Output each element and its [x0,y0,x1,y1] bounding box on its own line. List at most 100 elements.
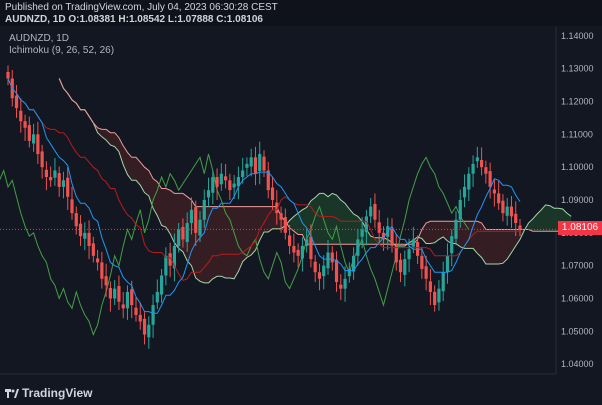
candle-body [343,278,347,289]
tradingview-brand: TradingView [22,386,93,400]
open-value: O:1.08381 [68,14,116,25]
candle-body [185,222,189,243]
candle-body [330,252,334,263]
candle-body [509,206,514,217]
candle-body [211,177,215,193]
last-price-label: 1.08106 [558,221,602,235]
candle-body [142,318,147,335]
senkou-span-b-line [58,78,572,245]
candle-body [381,232,386,240]
y-tick-label: 1.04000 [561,359,594,369]
candle-body [403,259,407,275]
x-tick-label: Nov [27,380,44,381]
kumo-cloud-bearish [417,221,525,265]
candle-body [266,170,270,191]
candle-body [424,266,428,279]
candle-body [6,71,10,79]
candle-body [275,202,279,214]
candle-body [373,203,377,220]
candle-body [104,276,108,286]
candle-body [249,157,253,167]
header-bar: Published on TradingView.com, July 04, 2… [0,0,602,26]
candle-body [228,180,232,191]
candle-body [245,163,249,168]
kijun-sen-line [7,78,520,282]
footer-bar: TradingView [0,381,602,405]
candle-body [398,259,403,273]
candle-body [437,288,441,303]
candle-body [492,189,496,194]
candle-body [61,180,66,187]
candle-body [189,209,194,223]
candle-body [497,193,501,204]
candle-body [262,156,266,171]
candle-body [151,305,155,325]
candle-body [66,177,70,197]
y-tick-label: 1.14000 [561,31,594,41]
candle-body [360,229,364,237]
candle-body [70,199,74,214]
price-chart[interactable]: 1.040001.050001.060001.070001.080001.090… [0,26,602,381]
candle-body [27,125,31,141]
x-tick-label: Mar [260,380,276,381]
candle-body [23,121,27,128]
candle-body [428,281,432,292]
candle-body [467,173,471,190]
candle-body [313,261,317,273]
candle-body [19,110,23,122]
candle-body [147,324,151,338]
candle-body [420,255,424,269]
candle-body [130,289,134,306]
candle-body [202,200,206,220]
candle-body [377,222,381,233]
candle-body [194,207,198,233]
candle-body [32,134,36,144]
candle-body [450,236,454,254]
legend-indicator[interactable]: Ichimoku (9, 26, 52, 26) [9,45,115,56]
candle-body [236,177,240,187]
candle-body [505,206,509,216]
candle-body [108,287,112,299]
x-tick-label: 2023 [145,380,165,381]
candle-body [78,223,83,237]
candle-body [160,275,164,295]
senkou-span-a-line [58,78,572,284]
candle-body [215,177,219,187]
x-tick-label: Jul [506,380,518,381]
candle-body [369,206,373,217]
candle-body [14,95,19,109]
candle-body [121,304,125,309]
candle-body [83,232,87,239]
candle-body [305,239,309,246]
y-tick-label: 1.11000 [561,129,593,139]
x-tick-label: Jun [445,380,460,381]
candle-body [36,134,40,155]
candle-body [433,291,437,306]
candle-body [484,167,488,174]
candle-body [241,170,245,178]
candle-body [87,232,91,246]
candle-body [488,171,492,187]
candle-body [44,169,48,178]
low-value: L:1.07888 [167,14,214,25]
y-tick-label: 1.09000 [561,195,594,205]
candle-body [339,284,343,289]
candle-body [40,151,44,168]
candle-body [334,259,339,283]
candle-body [164,255,168,276]
ohlc-line: AUDNZD, 1D O:1.08381 H:1.08542 L:1.07888… [5,14,263,25]
candle-body [352,255,356,272]
x-tick-label: May [379,380,397,381]
candle-body [347,268,351,277]
y-tick-label: 1.07000 [561,261,594,271]
candle-body [300,245,304,259]
kumo-cloud-bullish [59,78,94,123]
candle-body [480,159,484,168]
candle-body [258,154,262,172]
high-value: H:1.08542 [118,14,166,25]
candle-body [113,288,117,299]
candle-body [138,314,142,322]
candle-body [458,200,462,220]
candle-body [292,245,296,253]
y-tick-label: 1.12000 [561,97,594,107]
